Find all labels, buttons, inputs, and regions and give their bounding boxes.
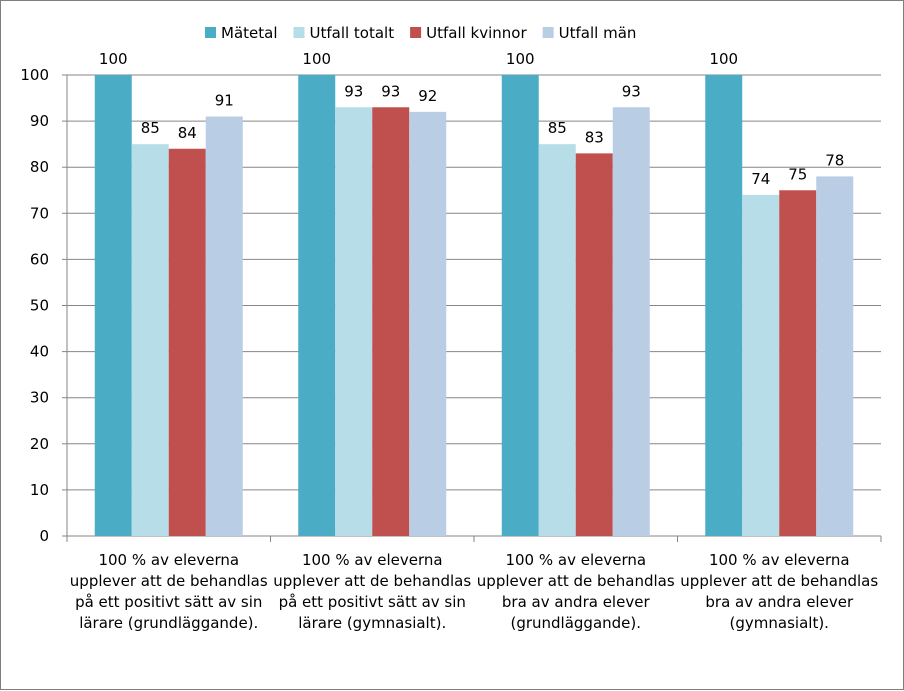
bar	[501, 75, 539, 536]
legend-label: Utfall män	[559, 24, 637, 42]
bar	[372, 107, 410, 537]
bar	[409, 111, 447, 536]
data-label: 75	[788, 165, 807, 183]
data-label: 100	[302, 50, 331, 68]
bar	[168, 148, 206, 536]
data-label: 83	[585, 128, 604, 146]
y-tick-label: 50	[30, 297, 49, 315]
legend-swatch	[205, 27, 216, 38]
legend: Mätetal Utfall totalt Utfall kvinnor Utfall…	[205, 24, 636, 42]
data-label: 78	[825, 151, 844, 169]
y-tick-label: 80	[30, 158, 49, 176]
data-label: 92	[418, 87, 437, 105]
y-tick-label: 10	[30, 481, 49, 499]
x-category-label: 100 % av eleverna upplever att de behand…	[273, 551, 472, 632]
bar	[94, 75, 132, 536]
y-tick-label: 60	[30, 250, 49, 268]
bar	[575, 153, 613, 536]
data-label: 84	[178, 124, 197, 142]
bar	[538, 144, 576, 536]
bar	[335, 107, 373, 537]
data-label: 85	[548, 119, 567, 137]
data-label: 93	[344, 82, 363, 100]
legend-label: Utfall totalt	[309, 24, 394, 42]
legend-label: Utfall kvinnor	[426, 24, 527, 42]
bar	[298, 75, 336, 536]
data-label: 85	[141, 119, 160, 137]
bar	[742, 194, 780, 537]
y-axis: 0 10 20 30 40 50 60 70 80 90 100	[20, 66, 882, 545]
y-tick-label: 90	[30, 112, 49, 130]
data-label: 100	[709, 50, 738, 68]
y-tick-label: 30	[30, 389, 49, 407]
data-label: 93	[622, 82, 641, 100]
legend-swatch	[542, 27, 554, 38]
bar	[705, 75, 743, 536]
bar	[131, 144, 169, 536]
data-label: 100	[99, 50, 128, 68]
y-tick-label: 100	[20, 66, 49, 84]
legend-swatch	[410, 27, 422, 38]
x-category-label: 100 % av eleverna upplever att de behand…	[680, 551, 879, 632]
bar	[779, 190, 817, 536]
y-tick-label: 40	[30, 343, 49, 361]
bar	[612, 107, 650, 537]
data-label: 74	[751, 170, 770, 188]
x-category-label: 100 % av eleverna upplever att de behand…	[69, 551, 268, 632]
legend-label: Mätetal	[221, 24, 277, 42]
x-category-label: 100 % av eleverna upplever att de behand…	[476, 551, 675, 632]
bar	[205, 116, 243, 537]
data-label: 91	[215, 91, 234, 109]
bars	[94, 75, 854, 537]
data-label: 100	[506, 50, 535, 68]
data-labels: 100 85 84 91 100 93 93 92 100 85 83 93 100 74 75 78	[99, 50, 844, 188]
y-tick-label: 70	[30, 204, 49, 222]
legend-swatch	[293, 27, 305, 38]
y-tick-label: 0	[39, 527, 49, 545]
data-label: 93	[381, 82, 400, 100]
y-tick-label: 20	[30, 435, 49, 453]
bar	[816, 176, 854, 537]
